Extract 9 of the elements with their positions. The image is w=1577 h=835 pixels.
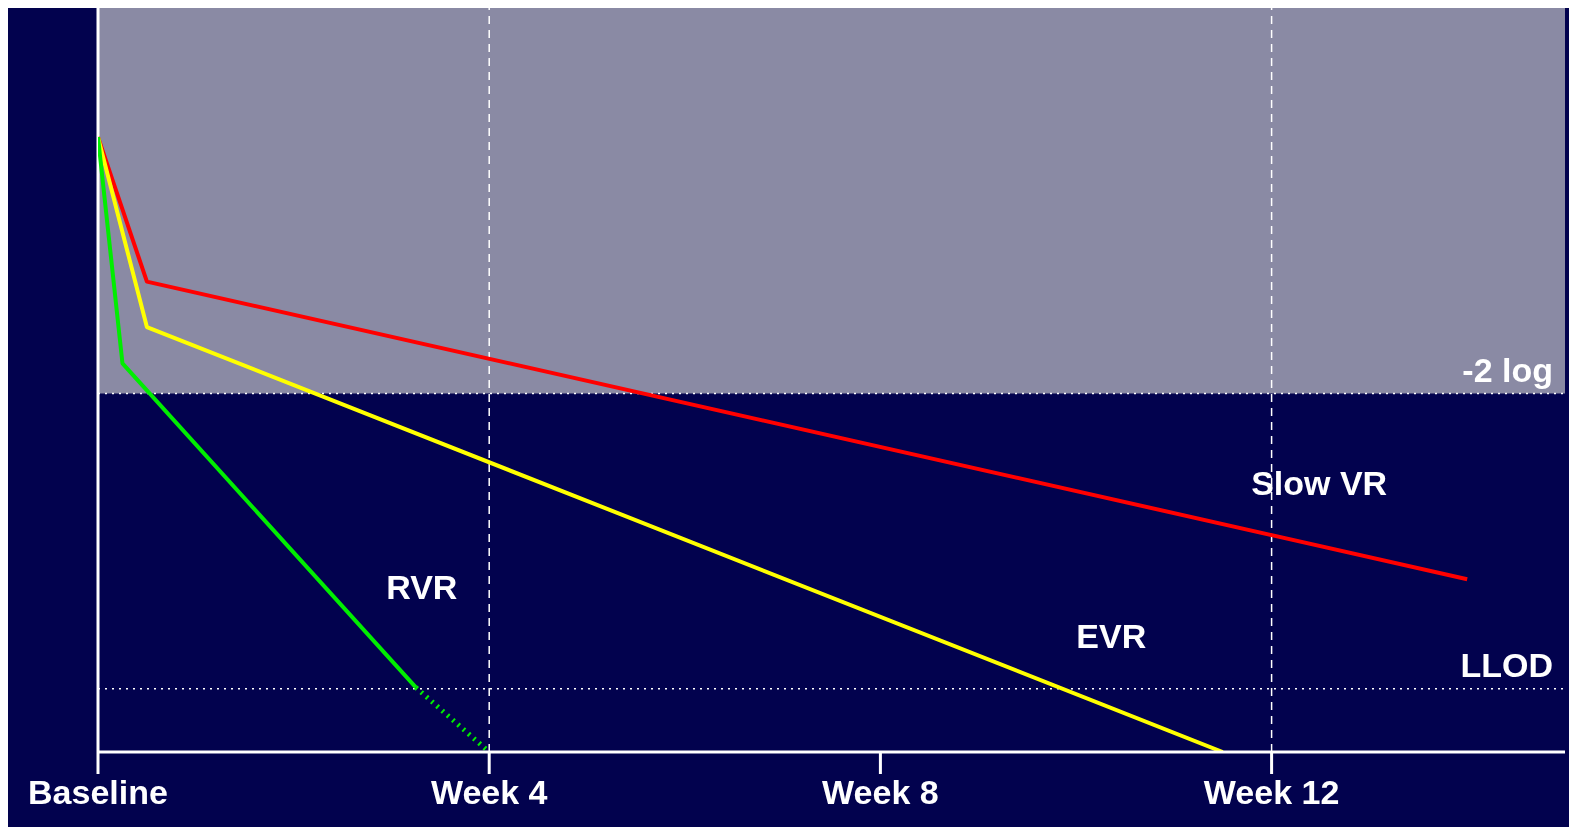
ref-line-label: -2 log (1462, 350, 1553, 389)
series-label: Slow VR (1251, 463, 1388, 502)
x-tick-label: Baseline (28, 773, 168, 812)
ref-line-label: LLOD (1460, 645, 1553, 684)
x-tick-label: Week 12 (1203, 773, 1340, 812)
x-tick-label: Week 4 (430, 773, 548, 812)
series-label: RVR (386, 567, 458, 606)
series-label: EVR (1076, 617, 1147, 656)
x-tick-label: Week 8 (822, 773, 939, 812)
